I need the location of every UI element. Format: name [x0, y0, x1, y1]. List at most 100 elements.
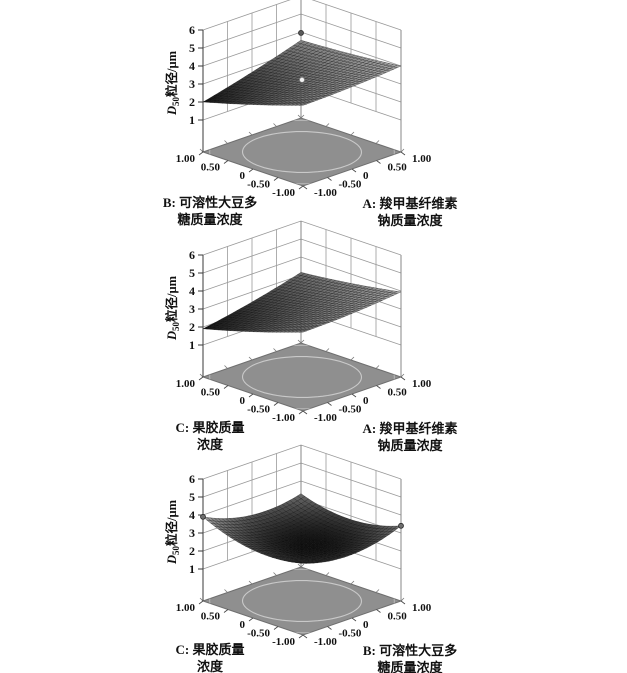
left-axis-name-line1: C: 果胶质量 [175, 642, 245, 657]
z-axis: 1 2 3 4 5 6 [189, 23, 204, 152]
left-axis-tick-label: -1.00 [272, 412, 295, 424]
left-axis-tick-label: -0.50 [247, 179, 270, 191]
z-label-unit: 粒径/μm [165, 51, 179, 97]
right-axis-tick-label: 0 [363, 170, 369, 182]
right-axis-tick-label: -0.50 [339, 179, 362, 191]
floor-axis-ticks [198, 114, 406, 190]
z-label-variable: D [165, 330, 179, 341]
z-axis-tick-label: 3 [189, 302, 195, 316]
z-axis-tick-label: 4 [189, 284, 195, 298]
floor-axis-ticks [198, 563, 406, 639]
left-axis-name-line1: C: 果胶质量 [175, 420, 245, 435]
left-axis-name-bottom: C: 果胶质量 浓度 [132, 642, 288, 673]
right-axis-name-line1: A: 羧甲基纤维素 [362, 421, 458, 436]
z-axis-label-top: D50粒径/μm [161, 27, 181, 139]
response-surface [202, 272, 402, 333]
left-axis-name-top: B: 可溶性大豆多 糖质量浓度 [132, 195, 288, 228]
left-axis-name-line1: B: 可溶性大豆多 [162, 195, 258, 210]
z-axis-tick-label: 5 [189, 41, 195, 55]
left-axis-name-line2: 浓度 [196, 658, 223, 673]
z-axis-tick-label: 2 [189, 320, 195, 334]
z-axis-tick-label: 6 [189, 23, 195, 37]
design-point [298, 30, 304, 36]
right-axis-tick-label: 0 [363, 619, 369, 631]
design-point [200, 513, 206, 520]
right-axis-tick-label: 1.00 [412, 378, 432, 390]
z-label-subscript: 50 [171, 545, 181, 555]
z-axis-tick-label: 4 [189, 59, 195, 73]
left-axis-tick-label: -1.00 [272, 636, 295, 648]
z-label-unit: 粒径/μm [165, 276, 179, 322]
left-axis-tick-label: 0.50 [201, 387, 221, 399]
left-axis-tick-label: 0 [240, 170, 246, 182]
right-axis-tick-label: 0.50 [388, 387, 408, 399]
left-axis-name-line2: 糖质量浓度 [177, 211, 243, 227]
z-label-variable: D [165, 105, 179, 116]
z-label-variable: D [165, 554, 179, 565]
z-axis-tick-label: 2 [189, 544, 195, 558]
right-axis-tick-label: -0.50 [339, 404, 362, 416]
right-axis-tick-label: 0.50 [388, 162, 408, 174]
z-axis-tick-label: 5 [189, 266, 195, 280]
left-axis-tick-label: -0.50 [247, 404, 270, 416]
design-point [398, 522, 404, 529]
left-axis-tick-label: 1.00 [176, 378, 196, 390]
design-point [299, 76, 305, 83]
z-axis-tick-label: 6 [189, 248, 195, 262]
left-axis-name-middle: C: 果胶质量 浓度 [132, 420, 288, 453]
z-axis-tick-label: 2 [189, 95, 195, 109]
left-axis-tick-label: 0 [240, 619, 246, 631]
surface-panel-middle: 1.000.500-0.50-1.00 -1.00-0.5000.501.0012… [176, 220, 432, 424]
z-label-unit: 粒径/μm [165, 500, 179, 546]
z-axis-tick-label: 1 [189, 113, 195, 127]
z-axis-tick-label: 1 [189, 562, 195, 576]
right-axis-tick-label: -1.00 [314, 187, 337, 199]
z-axis-tick-label: 5 [189, 490, 195, 504]
z-axis-tick-label: 1 [189, 338, 195, 352]
z-axis-tick-label: 6 [189, 472, 195, 486]
z-axis-label-middle: D50粒径/μm [161, 252, 181, 364]
right-axis-tick-label: -1.00 [314, 636, 337, 648]
z-axis-label-bottom: D50粒径/μm [161, 476, 181, 588]
z-axis-tick-label: 3 [189, 77, 195, 91]
right-axis-tick-label: -1.00 [314, 412, 337, 424]
right-axis-tick-label: 1.00 [412, 602, 432, 614]
left-axis-tick-label: 1.00 [176, 602, 196, 614]
right-axis-tick-label: 1.00 [412, 153, 432, 165]
right-axis-tick-label: 0 [363, 395, 369, 407]
z-axis: 1 2 3 4 5 6 [189, 472, 204, 601]
left-axis-tick-label: 1.00 [176, 153, 196, 165]
z-axis: 1 2 3 4 5 6 [189, 248, 204, 377]
surface-panel-bottom: 1.000.500-0.50-1.00 -1.00-0.5000.501.0012… [176, 444, 432, 648]
z-axis-tick-label: 4 [189, 508, 195, 522]
floor-axis-ticks [198, 339, 406, 415]
left-axis-tick-label: 0.50 [201, 611, 221, 623]
right-axis-tick-label: -0.50 [339, 628, 362, 640]
floor-plane [201, 566, 403, 636]
right-axis-name-bottom: B: 可溶性大豆多 糖质量浓度 [332, 643, 488, 673]
left-axis-tick-label: 0 [240, 395, 246, 407]
floor-plane [201, 342, 403, 412]
left-axis-tick-label: -0.50 [247, 628, 270, 640]
left-axis-tick-label: 0.50 [201, 162, 221, 174]
right-axis-tick-label: 0.50 [388, 611, 408, 623]
right-axis-name-line2: 钠质量浓度 [377, 212, 443, 228]
surface-panel-top: 1.000.500-0.50-1.00 -1.00-0.5000.501.0012… [176, 0, 432, 199]
response-surface [202, 39, 402, 106]
right-axis-name-line2: 糖质量浓度 [377, 659, 443, 673]
left-axis-tick-label: -1.00 [272, 187, 295, 199]
right-axis-name-line2: 钠质量浓度 [377, 437, 443, 453]
left-axis-name-line2: 浓度 [196, 436, 223, 452]
right-axis-name-line1: A: 羧甲基纤维素 [362, 196, 458, 211]
z-label-subscript: 50 [171, 321, 181, 331]
response-surface [202, 493, 402, 564]
right-axis-name-top: A: 羧甲基纤维素 钠质量浓度 [332, 196, 488, 229]
z-axis-tick-label: 3 [189, 526, 195, 540]
floor-plane [201, 117, 403, 187]
right-axis-name-middle: A: 羧甲基纤维素 钠质量浓度 [332, 421, 488, 454]
